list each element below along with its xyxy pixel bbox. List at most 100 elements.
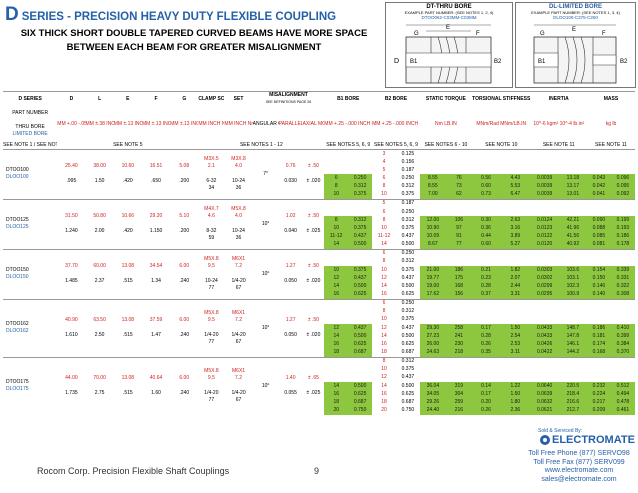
table-row: 10 0.375 10 0.375 21.00 186 0.21 1.82 0.0303 103.… [3, 265, 635, 275]
bore2-mm: 10 [381, 191, 387, 198]
static-torque-lbin: 175 [445, 274, 472, 283]
spacer [279, 382, 303, 390]
spacer [57, 382, 85, 390]
bore1-inch: 0.375 [348, 265, 373, 275]
thru-part-number[interactable]: DTOO100 [6, 167, 29, 174]
dim-l-cell: 63.50 2.50 [85, 298, 114, 358]
bore2-inch: 0.625 [401, 340, 415, 347]
mass-lb: 0.512 [610, 381, 635, 391]
mass-lb [610, 149, 635, 159]
thru-bore-diagram-title: DT-THRU BORE [426, 4, 472, 10]
dim-d-inch: 1.735 [65, 390, 78, 396]
dim-l-mm: 38.00 [93, 163, 106, 170]
thru-part-number[interactable]: DTOO175 [6, 379, 29, 385]
bore1-mm [324, 308, 348, 316]
inertia-metric: 0.0299 [530, 282, 559, 291]
dim-d-inch: .995 [66, 178, 77, 185]
limited-bore-diagram: DL-LIMITED BORE EXAMPLE PART NUMBER: (SE… [515, 2, 636, 88]
mass-lb: 0.322 [610, 282, 635, 291]
spacer [86, 270, 114, 278]
mass-lb: 0.478 [610, 398, 635, 407]
mass-lb [611, 308, 635, 316]
dim-e-cell: 13.08 .515 [113, 356, 142, 415]
units-mass: kg lb [605, 120, 617, 127]
bore2-mm: 5 [382, 166, 386, 173]
dim-l-mm: 50.80 [93, 213, 106, 220]
thru-part-number[interactable]: DTOO162 [6, 321, 29, 328]
torsional-mnm: 0.56 [471, 174, 501, 183]
units-d: MM +.00 -.05 INCH +.000 -.002 [57, 120, 85, 127]
dim-clamp-inch: 1/4-20 [204, 332, 219, 339]
inertia-metric: 0.0422 [530, 348, 559, 358]
thru-part-number[interactable]: DTOO125 [6, 217, 29, 224]
static-torque-lbin [445, 248, 472, 258]
limited-part-number[interactable]: DLOO162 [6, 328, 29, 335]
bore1-mm: 18 [324, 348, 349, 358]
mass-lb [611, 158, 635, 166]
torsional-lbin: 1.82 [500, 265, 531, 275]
static-torque-nm [419, 356, 446, 366]
spacer [224, 270, 252, 278]
dim-g-cell: 6.00 .240 [170, 298, 199, 358]
mass-kg: 0.174 [586, 340, 611, 349]
dim-set-nm: 7.2 [235, 317, 242, 324]
torsional-mnm [471, 248, 501, 258]
bore2-inch: 0.500 [401, 241, 415, 248]
bore1-mm: 18 [324, 398, 349, 407]
static-torque-nm: 24.63 [419, 348, 446, 358]
limited-part-number[interactable]: DLOO175 [6, 386, 29, 392]
bore1-inch: 0.750 [348, 406, 373, 415]
torsional-lbin: 1.80 [500, 398, 531, 407]
bore2-inch: 0.312 [395, 356, 420, 366]
bore1-inch: 0.375 [348, 190, 373, 200]
bore2-mm: 6 [372, 298, 396, 308]
dim-f-mm: 40.64 [149, 375, 163, 381]
inertia-metric [531, 258, 559, 266]
table-row: 12 0.437 12 0.437 19.77 175 0.23 2.07 0.0302 103.… [3, 274, 635, 283]
units-set: MM INCH Nm LB.IN [224, 120, 252, 127]
dim-g-inch: .240 [179, 390, 190, 396]
dim-letter-f-limited: F [602, 31, 606, 37]
inertia-imperial: 148.7 [558, 323, 587, 333]
axial-motion-cell: ± .50 ± .025 [302, 198, 325, 250]
website-link[interactable]: www.electromate.com [544, 467, 614, 474]
contact-block: Toll Free Phone (877) SERVO98 Toll Free … [520, 450, 638, 484]
inertia-metric [530, 356, 559, 366]
mass-lb: 0.461 [610, 406, 635, 415]
mass-lb: 0.186 [610, 232, 635, 241]
dim-clamp-nm: 9.5 [207, 263, 215, 270]
dim-clamp-mm: M5X.8 [204, 368, 219, 374]
static-torque-lbin: 319 [445, 381, 472, 391]
static-torque-nm: 34.05 [419, 390, 446, 399]
bore2-inch: 0.437 [401, 274, 415, 281]
inertia-imperial: 13.01 [558, 190, 587, 200]
limited-part-number[interactable]: DLOO125 [6, 224, 29, 231]
bore1-inch: 0.687 [348, 348, 373, 358]
torsional-lbin [500, 166, 530, 174]
dim-set-lbin: 67 [235, 397, 242, 403]
dim-clamp-inch: 10-24 [205, 278, 218, 285]
notes-mass: SEE NOTE 11 [586, 142, 635, 150]
limited-part-number[interactable]: DLOO150 [6, 274, 29, 281]
spacer [224, 170, 252, 178]
model-cell: DTOO162 DLOO162 [3, 298, 58, 358]
static-torque-lbin [446, 258, 472, 266]
dim-l-inch: 2.50 [94, 332, 105, 339]
bore1-mm: 16 [324, 340, 349, 349]
dim-e-inch: .515 [122, 390, 133, 396]
spacer [224, 382, 252, 390]
subtitle-line-1: SIX THICK SHORT DOUBLE TAPERED CURVED BE… [20, 28, 368, 39]
table-row: DTOO125 DLOO125 31.50 1.240 50.80 2.00 10.66 .4… [3, 198, 635, 250]
inertia-metric: 0.0039 [530, 182, 559, 191]
inertia-imperial [558, 298, 587, 308]
email-link[interactable]: sales@electromate.com [541, 475, 617, 483]
table-notes-row: SEE NOTE 1 / SEE NOTE 4 SEE NOTE 5 SEE N… [3, 142, 635, 150]
limited-part-number[interactable]: DLOO100 [6, 174, 29, 181]
dim-l-cell: 60.00 2.37 [85, 248, 114, 300]
inertia-metric [531, 158, 559, 166]
torsional-lbin [500, 149, 531, 159]
spacer [303, 170, 325, 178]
thru-part-number[interactable]: DTOO150 [6, 267, 29, 274]
axial-motion-cell: ± .50 ± .020 [302, 248, 325, 300]
bore1-inch [348, 208, 372, 216]
